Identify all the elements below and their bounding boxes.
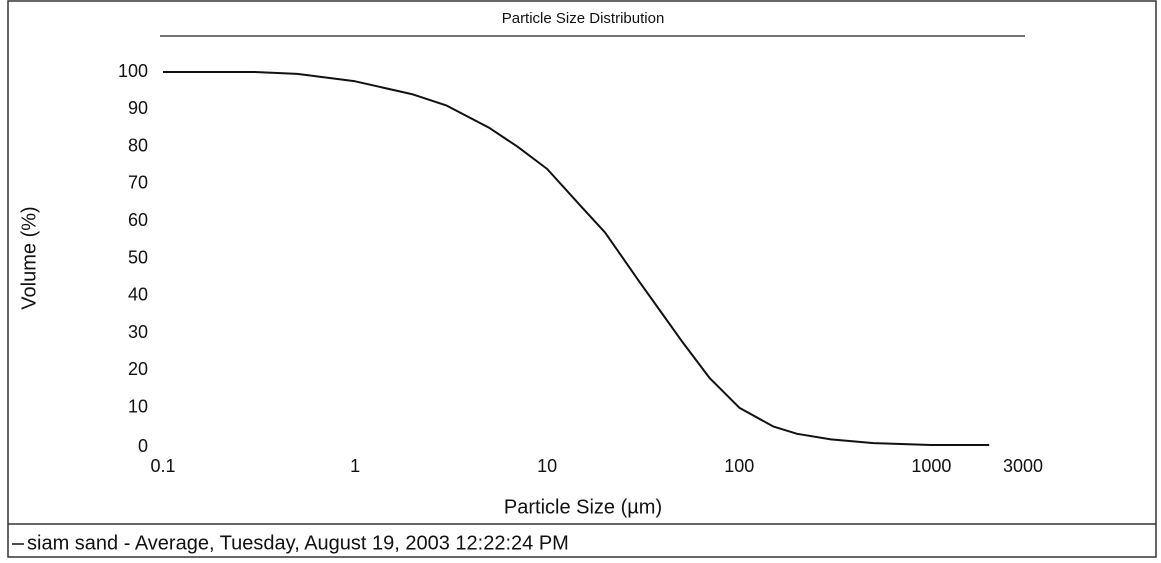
y-tick-label: 20	[128, 359, 148, 379]
chart-title: Particle Size Distribution	[502, 10, 665, 27]
data-line	[163, 71, 990, 446]
y-tick-label: 40	[128, 285, 148, 305]
x-tick-label: 3000	[1003, 456, 1043, 476]
y-tick-label: 0	[138, 436, 148, 456]
x-tick-label: 0.1	[150, 456, 175, 476]
x-tick-label: 10	[537, 456, 557, 476]
y-tick-label: 50	[128, 247, 148, 267]
y-tick-label: 80	[128, 135, 148, 155]
y-axis-label: Volume (%)	[18, 206, 40, 309]
legend-entry: siam sand - Average, Tuesday, August 19,…	[27, 532, 569, 554]
x-axis-label: Particle Size (µm)	[504, 496, 662, 518]
y-tick-label: 70	[128, 173, 148, 193]
frame	[7, 0, 1157, 558]
x-tick-label: 1	[350, 456, 360, 476]
y-tick-label: 90	[128, 98, 148, 118]
y-tick-label: 60	[128, 210, 148, 230]
x-tick-label: 100	[724, 456, 754, 476]
y-tick-label: 10	[128, 396, 148, 416]
x-tick-label: 1000	[911, 456, 951, 476]
y-tick-label: 30	[128, 322, 148, 342]
y-tick-label: 100	[118, 61, 148, 81]
